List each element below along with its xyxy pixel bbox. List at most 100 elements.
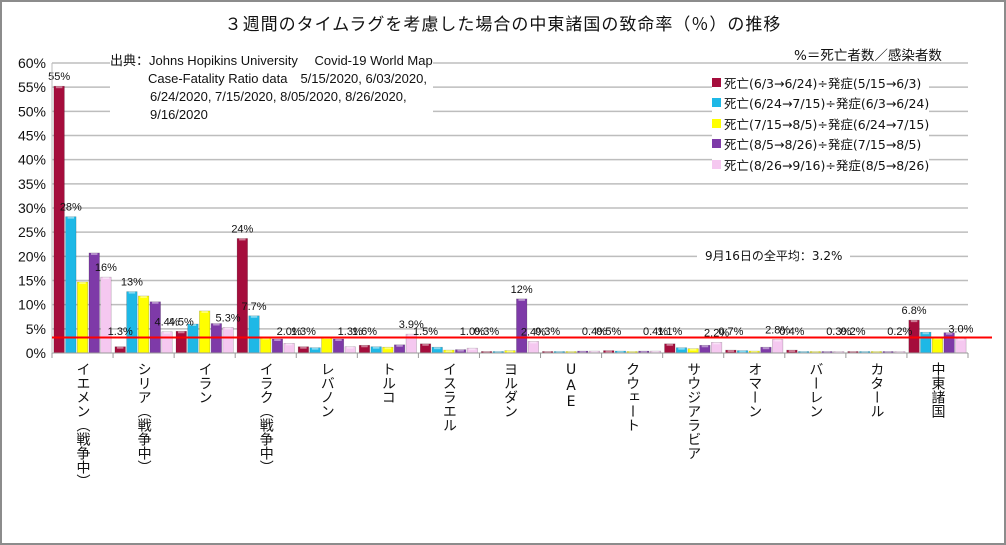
category-label: シリア（戦争中）	[135, 362, 152, 474]
bar-highlight	[152, 301, 159, 304]
bar-highlight	[727, 350, 735, 353]
legend-label: 死亡(8/26→9/16)÷発症(8/5→8/26)	[724, 157, 930, 173]
category-label: UAE	[563, 362, 580, 410]
bar-highlight	[628, 351, 636, 353]
bar-highlight	[224, 327, 232, 330]
data-label: 2.4%	[521, 326, 546, 338]
data-label: 0.7%	[718, 326, 743, 338]
category-label: イスラエル	[440, 362, 457, 432]
bar-highlight	[530, 341, 537, 344]
bar-highlight	[384, 347, 392, 350]
data-label: 0.2%	[887, 326, 912, 338]
bar-highlight	[213, 323, 220, 326]
bar-highlight	[422, 343, 429, 346]
bar-highlight	[433, 347, 441, 350]
legend-label: 死亡(8/5→8/26)÷発症(7/15→8/5)	[724, 137, 922, 153]
bar-highlight	[788, 350, 796, 353]
data-label: 0.3%	[535, 326, 560, 338]
legend-swatch	[712, 77, 721, 87]
data-label: 6.8%	[902, 305, 927, 317]
legend-item: 死亡(8/26→9/16)÷発症(8/5→8/26)	[712, 154, 929, 175]
bar	[271, 338, 283, 354]
category-label: レバノン	[318, 362, 335, 418]
bar-highlight	[873, 351, 880, 353]
bar-highlight	[445, 350, 453, 353]
category-label: クウェート	[624, 362, 641, 432]
bar-highlight	[762, 347, 770, 350]
source-line-2: Case-Fatality Ratio data 5/15/2020, 6/03…	[148, 71, 427, 86]
bar-highlight	[689, 348, 697, 351]
data-label: 2.8%	[765, 324, 790, 336]
y-tick-label: 35%	[18, 176, 46, 192]
data-label: 0.4%	[643, 326, 668, 338]
bar-highlight	[457, 349, 464, 352]
data-label: 1.5%	[413, 326, 438, 338]
legend-swatch	[712, 118, 721, 128]
bar	[260, 337, 272, 354]
y-tick-label: 55%	[18, 79, 46, 95]
bar-highlight	[751, 351, 758, 353]
data-label: 3.9%	[399, 319, 424, 331]
y-tick-label: 60%	[18, 55, 46, 71]
y-tick-label: 25%	[18, 224, 46, 240]
bar-highlight	[274, 338, 281, 341]
legend-label: 死亡(7/15→8/5)÷発症(6/24→7/15)	[724, 116, 930, 132]
data-label: 16%	[95, 262, 117, 274]
bar	[943, 332, 955, 354]
bar	[772, 339, 784, 354]
bar-highlight	[396, 344, 403, 347]
bar-highlight	[678, 347, 685, 350]
data-label: 1.3%	[291, 326, 316, 338]
category-label: イラク（戦争中）	[257, 362, 274, 474]
bar-highlight	[239, 238, 246, 241]
bar-highlight	[67, 216, 75, 219]
category-label: トルコ	[379, 362, 396, 404]
bar	[222, 327, 234, 354]
category-label: カタール	[868, 362, 885, 418]
data-label: 4.4%	[154, 317, 179, 329]
bar-highlight	[90, 252, 98, 255]
bar-highlight	[800, 351, 807, 353]
bar	[321, 336, 333, 354]
legend-label: 死亡(6/24→7/15)÷発症(6/3→6/24)	[724, 96, 930, 112]
bar-highlight	[617, 351, 624, 353]
data-label: 1.3%	[108, 326, 133, 338]
data-label: 0.3%	[826, 326, 851, 338]
bar-highlight	[361, 345, 368, 348]
x-axis	[51, 63, 969, 358]
data-labels: 55%28%16%1.3%13%4.4%4.5% 5.3%24%7.7%2.0%1…	[48, 71, 974, 339]
bar	[175, 330, 187, 354]
source-note: 出典：Johns Hopikins University Covid-19 Wo…	[110, 52, 433, 124]
data-label: 13%	[121, 277, 143, 289]
data-label: 12%	[511, 284, 533, 296]
bar-highlight	[372, 346, 380, 349]
data-label: 1.6%	[352, 326, 377, 338]
bar-highlight	[774, 339, 781, 342]
bar	[920, 331, 932, 354]
y-tick-label: 40%	[18, 152, 46, 168]
bar-highlight	[591, 351, 598, 353]
y-tick-label: 30%	[18, 200, 46, 216]
bar-highlight	[178, 331, 185, 334]
category-label: オマーン	[746, 362, 763, 418]
y-tick-label: 15%	[18, 273, 46, 289]
legend-swatch	[712, 159, 721, 169]
chart-title: ３週間のタイムラグを考慮した場合の中東諸国の致命率（％）の推移	[224, 15, 782, 35]
legend-swatch	[712, 139, 721, 149]
bar-highlight	[556, 351, 563, 353]
data-label: 5.3%	[216, 312, 241, 324]
data-label: 3.0%	[948, 324, 973, 336]
bar-highlight	[640, 351, 648, 353]
bar-highlight	[408, 334, 415, 337]
source-line-3: 6/24/2020, 7/15/2020, 8/05/2020, 8/26/20…	[150, 89, 407, 104]
bar-highlight	[835, 351, 842, 353]
legend-item: 死亡(6/3→6/24)÷発症(5/15→6/3)	[712, 72, 929, 93]
data-label: 0.4%	[582, 326, 607, 338]
bar-highlight	[701, 345, 709, 348]
data-label: 0.4%	[779, 326, 804, 338]
data-label: 1.3%	[338, 326, 363, 338]
bar-highlight	[861, 351, 868, 353]
bar	[931, 337, 944, 354]
bar-highlight	[957, 338, 965, 341]
bar-highlight	[812, 351, 819, 353]
